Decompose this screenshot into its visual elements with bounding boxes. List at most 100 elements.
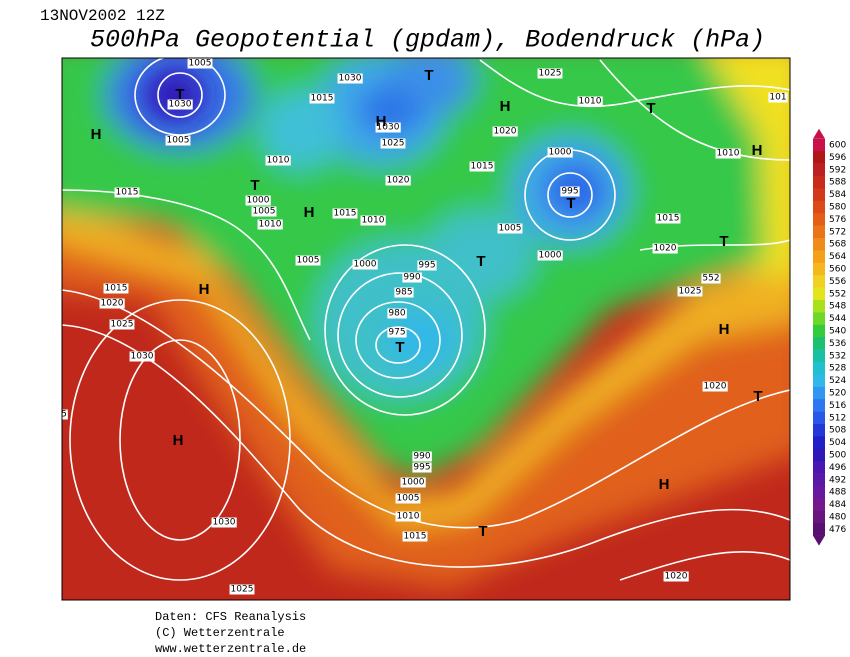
isobar-label: 1010 (717, 149, 740, 159)
isobar-label: 985 (395, 288, 412, 298)
map-labels: 1005 1030 1005 1030 1015 1030 1025 1010 1020 1000… (62, 58, 788, 595)
isobar-label: 975 (388, 328, 405, 338)
colorbar-tick-label: 520 (829, 389, 846, 399)
isobar-label: 980 (388, 309, 405, 319)
label-box (337, 73, 363, 84)
label-box (385, 175, 411, 186)
label-box (167, 99, 193, 110)
label-box (412, 451, 432, 462)
label-box (497, 223, 523, 234)
isobar-label: 1025 (111, 320, 134, 330)
pressure-center: T (476, 253, 485, 270)
isobar-label: 1015 (334, 209, 357, 219)
label-box (103, 283, 129, 294)
label-box (295, 255, 321, 266)
colorbar-swatch (813, 399, 825, 412)
colorbar-tick-label: 484 (829, 500, 846, 510)
colorbar-tick-label: 584 (829, 190, 846, 200)
label-box (165, 135, 191, 146)
isobar-label: 1000 (549, 148, 572, 158)
colorbar-tick-label: 544 (829, 314, 846, 324)
label-box (652, 243, 678, 254)
colorbar-swatch (813, 362, 825, 375)
isobar-label: 1020 (654, 244, 677, 254)
isobar-label: 990 (413, 452, 430, 462)
colorbar-bottom-arrow (813, 535, 825, 546)
isobar-label: 1005 (253, 207, 276, 217)
pressure-center: H (304, 204, 315, 221)
isobar-label: 1030 (377, 123, 400, 133)
isobar-label: 1025 (539, 69, 562, 79)
label-box (332, 208, 358, 219)
colorbar-tick-label: 580 (829, 203, 846, 213)
colorbar-swatch (813, 461, 825, 474)
colorbar-tick-label: 576 (829, 215, 846, 225)
colorbar-tick-label: 572 (829, 227, 846, 237)
isobar-label: 995 (418, 261, 435, 271)
label-box (768, 92, 788, 103)
colorbar-swatch (813, 300, 825, 313)
colorbar-swatch (813, 213, 825, 226)
label-box (701, 273, 721, 284)
pressure-center: H (752, 142, 763, 159)
isobar-label: 1030 (169, 100, 192, 110)
label-box (380, 138, 406, 149)
isobar-label: 1015 (311, 94, 334, 104)
isobar-label: 1000 (539, 251, 562, 261)
isobar-label: 1005 (499, 224, 522, 234)
colorbar-tick-label: 496 (829, 463, 846, 473)
label-box (663, 571, 689, 582)
label-box (395, 511, 421, 522)
label-box (537, 250, 563, 261)
isobar-label: 1030 (213, 518, 236, 528)
label-box (352, 259, 378, 270)
label-box (229, 584, 255, 595)
isobar-label: 1000 (354, 260, 377, 270)
colorbar-swatch (813, 436, 825, 450)
label-box (109, 319, 135, 330)
pressure-center: H (199, 281, 210, 298)
footer-line: (C) Wetterzentrale (155, 626, 285, 640)
label-box (99, 298, 125, 309)
isobar-label: 1000 (402, 478, 425, 488)
colorbar-swatch (813, 374, 825, 388)
label-box (211, 517, 237, 528)
isobar-label: 1000 (247, 196, 270, 206)
colorbar-swatch (813, 337, 825, 350)
map-frame (61, 57, 791, 601)
colorbar-tick-label: 524 (829, 376, 846, 386)
isobar-label: 995 (561, 187, 578, 197)
label-box (251, 206, 277, 217)
label-box (245, 195, 271, 206)
colorbar-swatch (813, 163, 825, 177)
date: 13NOV2002 12Z (40, 7, 165, 25)
isobar-label: 1030 (131, 352, 154, 362)
isobar-label: 1015 (471, 162, 494, 172)
colorbar-swatch (813, 424, 825, 437)
isobar-label: 552 (702, 274, 719, 284)
colorbar-tick-label: 504 (829, 438, 846, 448)
label-box (129, 351, 155, 362)
label-box (387, 327, 407, 338)
footer-line: Daten: CFS Reanalysis (155, 610, 306, 624)
isobar-label: 101 (769, 93, 786, 103)
pressure-center: T (395, 339, 404, 356)
colorbar-tick-label: 560 (829, 265, 846, 275)
pressure-center: H (719, 321, 730, 338)
label-box (395, 493, 421, 504)
isobar-label: 1025 (382, 139, 405, 149)
colorbar-swatch (813, 510, 825, 524)
isobar-label: 1010 (259, 220, 282, 230)
label-box (677, 286, 703, 297)
colorbar: 600 596 592 588 584 580 576 572 568 564 560 556 552 5… (813, 128, 846, 546)
colorbar-swatch (813, 225, 825, 239)
label-box (114, 187, 140, 198)
map-field: 1005 1030 1005 1030 1015 1030 1025 1010 1020 1000… (62, 58, 790, 600)
label-box (547, 147, 573, 158)
label-box (309, 93, 335, 104)
isobar-label: 1025 (679, 287, 702, 297)
footer-line: www.wetterzentrale.de (155, 642, 306, 656)
isobar-label: 1020 (494, 127, 517, 137)
